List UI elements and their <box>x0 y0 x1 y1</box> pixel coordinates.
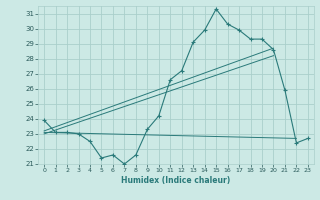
X-axis label: Humidex (Indice chaleur): Humidex (Indice chaleur) <box>121 176 231 185</box>
